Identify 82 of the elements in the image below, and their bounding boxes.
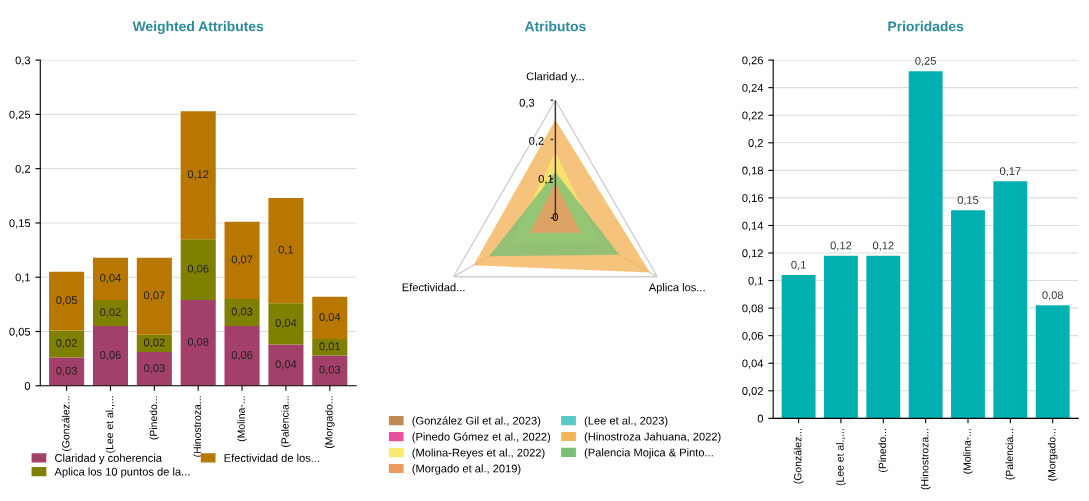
legend-label: (Hinostroza Jahuana, 2022)	[584, 432, 721, 443]
x-tick-label: (González...	[793, 429, 804, 484]
x-tick-label: (Molina-...	[237, 396, 247, 442]
x-tick-label: (Lee et al.,...	[836, 429, 846, 486]
y-tick-label: 0,12	[742, 249, 763, 259]
legend-label: Aplica los 10 puntos de la...	[54, 467, 190, 478]
y-tick-label: 0	[24, 382, 31, 390]
x-tick-label: (Lee et al.,...	[105, 396, 116, 453]
x-tick-label: (Morgado...	[324, 396, 335, 449]
data-label: 0,04	[275, 360, 297, 370]
data-label: 0,08	[187, 338, 209, 348]
legend-label: (Morgado et al., 2019)	[412, 464, 521, 475]
data-label: 0,12	[872, 241, 894, 251]
data-label: 0,04	[319, 313, 341, 323]
y-tick-label: 0,26	[742, 56, 763, 66]
y-tick-label: 0,25	[9, 110, 31, 120]
y-tick-label: 0,05	[9, 327, 31, 337]
y-tick-label: 0,3	[519, 98, 535, 108]
legend-label: Claridad y coherencia	[55, 453, 162, 465]
chart-title: Atributos	[524, 21, 586, 32]
y-tick-label: 0,14	[742, 221, 764, 231]
data-label: 0,06	[187, 264, 209, 274]
data-label: 0,07	[231, 255, 253, 265]
data-label: 0,1	[278, 245, 294, 255]
data-label: 0,03	[56, 366, 77, 376]
x-tick-label: (Pinedo...	[878, 429, 889, 472]
x-tick-label: (Hinostroza...	[193, 396, 204, 457]
data-label: 0,12	[830, 241, 852, 251]
data-label: 0,03	[319, 365, 341, 375]
x-tick-label: (Pinedo...	[149, 396, 160, 440]
data-label: 0,1	[791, 260, 806, 270]
data-label: 0,06	[100, 351, 121, 361]
y-tick-label: 0	[552, 213, 559, 221]
data-label: 0,05	[56, 296, 77, 306]
data-label: 0,01	[319, 342, 341, 352]
y-tick-label: 0,2	[748, 139, 763, 149]
y-tick-label: 0,16	[742, 194, 763, 204]
data-label: 0,12	[187, 170, 209, 180]
spoke-label: Efectividad...	[402, 283, 465, 292]
data-label: 0,04	[275, 319, 297, 329]
data-label: 0,15	[957, 196, 979, 206]
data-label: 0,17	[999, 167, 1021, 177]
y-tick-label: 0,04	[742, 359, 764, 369]
y-tick-label: 0,24	[742, 83, 764, 94]
x-tick-label: (Palencia...	[281, 396, 291, 447]
y-tick-label: 0	[757, 414, 764, 423]
y-tick-label: 0,02	[742, 387, 763, 397]
x-tick-label: (Morgado...	[1047, 429, 1058, 481]
legend-label: Efectividad de los...	[224, 453, 320, 462]
chart-title: Weighted Attributes	[132, 21, 264, 35]
y-tick-label: 0,08	[742, 304, 763, 314]
data-label: 0,07	[143, 291, 165, 301]
data-label: 0,04	[100, 273, 121, 284]
data-label: 0,02	[143, 338, 165, 348]
data-label: 0,02	[100, 308, 121, 318]
x-tick-label: (González...	[61, 396, 72, 451]
y-tick-label: 0,1	[15, 273, 31, 283]
legend-label: (Palencia Mojica & Pinto...	[584, 448, 713, 459]
y-tick-label: 0,18	[742, 166, 763, 176]
data-label: 0,02	[56, 339, 77, 349]
spoke-label: Aplica los...	[648, 283, 705, 294]
chart-title: Prioridades	[888, 21, 964, 32]
data-label: 0,25	[915, 56, 936, 67]
data-label: 0,03	[143, 364, 165, 374]
x-tick-label: (Molina-...	[963, 429, 973, 474]
legend-label: (González Gil et al., 2023)	[412, 416, 541, 427]
y-tick-label: 0,15	[9, 219, 31, 229]
data-label: 0,08	[1042, 291, 1064, 301]
y-tick-label: 0,3	[15, 56, 31, 66]
spoke-label: Claridad y...	[526, 72, 584, 83]
data-label: 0,06	[231, 351, 253, 361]
y-tick-label: 0,1	[748, 276, 763, 287]
legend-label: (Lee et al., 2023)	[584, 416, 668, 427]
y-tick-label: 0,2	[529, 136, 544, 147]
y-tick-label: 0,2	[15, 164, 31, 175]
y-tick-label: 0,22	[742, 111, 763, 121]
data-label: 0,03	[231, 307, 253, 317]
y-tick-label: 0,06	[742, 331, 763, 342]
legend-label: (Molina-Reyes et al., 2022)	[412, 448, 545, 459]
x-tick-label: (Hinostroza...	[920, 429, 931, 490]
x-tick-label: (Palencia...	[1005, 429, 1016, 480]
legend-label: (Pinedo Gómez et al., 2022)	[412, 432, 551, 443]
